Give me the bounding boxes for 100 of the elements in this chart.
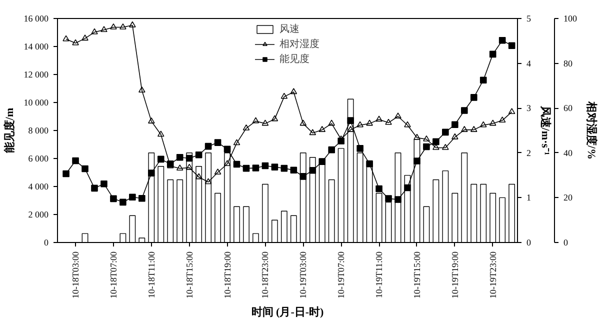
y-tick-label: 4 000 (28, 182, 49, 192)
point (72, 157, 79, 164)
point (129, 21, 136, 28)
y-axis-title: 能见度/m (2, 108, 16, 154)
point (195, 151, 202, 158)
point (498, 116, 506, 123)
point (224, 160, 231, 166)
point (480, 121, 487, 128)
point (214, 139, 222, 146)
point (356, 121, 364, 128)
y-tick-label: 6 000 (28, 154, 49, 164)
x-tick-label: 10-18T07:00 (108, 251, 118, 298)
legend-label: 能见度 (280, 52, 310, 66)
y3-tick-label: 80 (564, 58, 573, 68)
point (214, 168, 222, 175)
x-tick-label: 10-19T03:00 (298, 251, 308, 298)
y2-axis-title: 风速/m·s⁻¹ (539, 104, 552, 156)
point (110, 23, 117, 30)
point (432, 138, 440, 146)
point (242, 164, 250, 172)
point (356, 145, 364, 152)
point (91, 184, 98, 192)
point (100, 180, 108, 188)
point (138, 86, 146, 93)
point (91, 28, 98, 34)
point (394, 196, 402, 203)
point (300, 173, 307, 180)
point (376, 116, 382, 122)
point (252, 117, 260, 124)
point (148, 117, 155, 124)
point (414, 134, 420, 140)
point (423, 143, 430, 150)
y2-tick-label: 0 (526, 238, 532, 248)
point (452, 133, 458, 140)
point (404, 184, 411, 192)
y2-tick-label: 4 (526, 58, 532, 68)
point (271, 164, 278, 170)
y-tick-label: 14 000 (24, 42, 49, 52)
y2-tick-label: 3 (526, 103, 532, 114)
point (138, 195, 146, 202)
point (262, 120, 269, 126)
point (508, 42, 516, 50)
point (290, 166, 298, 174)
point (470, 94, 478, 101)
point (480, 76, 487, 84)
point (489, 50, 496, 58)
point (394, 112, 402, 119)
point (470, 126, 478, 132)
point (72, 39, 79, 46)
point (62, 170, 70, 178)
y3-axis-title: 相对湿度/% (585, 100, 598, 160)
y3-tick-label: 40 (564, 148, 573, 158)
point (204, 178, 212, 184)
point (385, 195, 392, 202)
point (489, 120, 496, 126)
x-tick-label: 10-18T03:00 (70, 251, 81, 298)
point (280, 92, 288, 99)
point (186, 154, 193, 162)
point (347, 117, 354, 124)
y-tick-label: 16 000 (24, 14, 49, 24)
point (385, 118, 392, 125)
point (176, 164, 184, 170)
point (452, 121, 458, 128)
point (414, 158, 420, 164)
point (148, 170, 155, 176)
point (460, 107, 468, 114)
point (309, 167, 316, 174)
point (157, 130, 164, 137)
point (262, 162, 269, 170)
point (233, 139, 240, 146)
point (423, 135, 430, 142)
legend-label: 相对湿度 (280, 38, 320, 51)
point (498, 36, 506, 44)
point (404, 121, 411, 128)
point (252, 164, 260, 172)
y-tick-label: 12 000 (24, 70, 49, 80)
y-tick-label: 8 000 (28, 126, 49, 136)
point (318, 158, 326, 165)
y-tick-label: 10 000 (24, 98, 49, 108)
point (120, 23, 126, 30)
point (110, 195, 117, 202)
point (157, 156, 164, 163)
y3-tick-label: 100 (564, 14, 578, 24)
point (328, 120, 336, 126)
point (328, 146, 336, 154)
x-tick-label: 10-19T23:00 (488, 251, 498, 298)
point (442, 144, 449, 150)
point (460, 126, 468, 132)
x-tick-label: 10-19T07:00 (336, 251, 346, 298)
point (347, 126, 354, 132)
point (204, 142, 212, 150)
point (290, 88, 298, 94)
y-tick-label: 2 000 (28, 210, 49, 220)
point (300, 120, 307, 126)
point (129, 194, 136, 201)
point (280, 164, 288, 172)
y2-tick-label: 5 (526, 14, 532, 24)
point (62, 35, 70, 42)
point (376, 185, 382, 192)
point (176, 154, 184, 161)
